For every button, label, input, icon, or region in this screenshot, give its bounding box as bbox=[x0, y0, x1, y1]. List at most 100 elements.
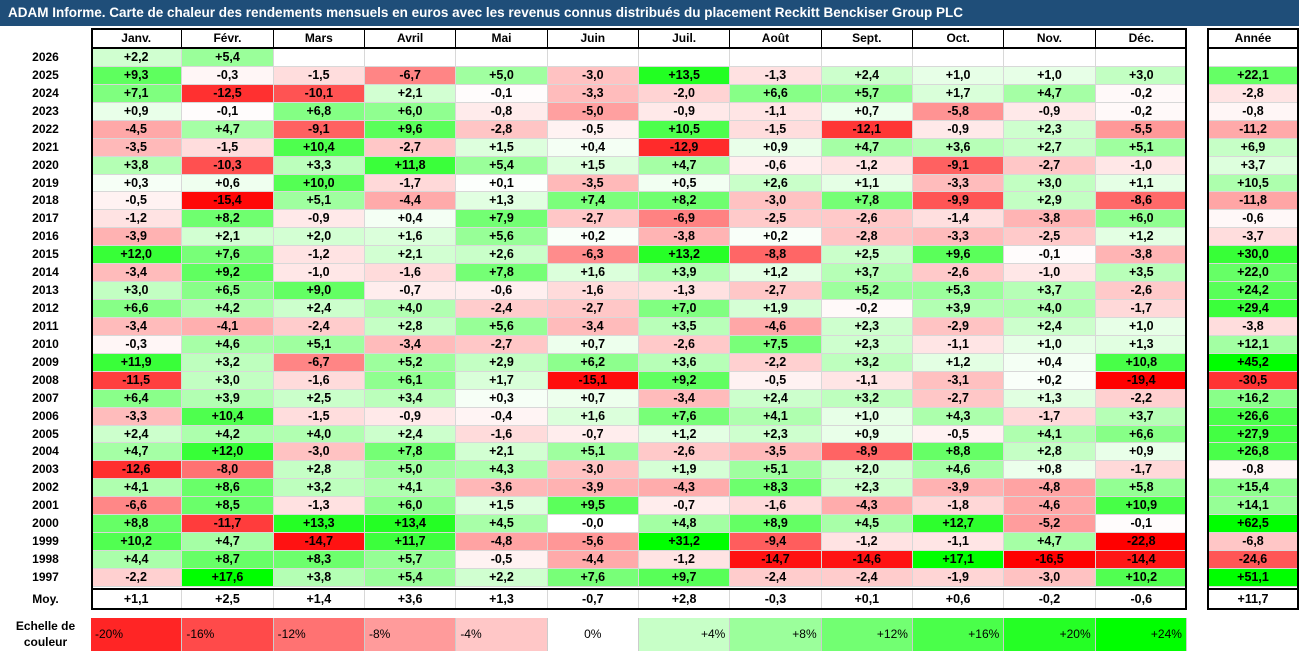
heatmap-cell: +8,2 bbox=[638, 192, 731, 211]
heatmap-cell: -2,6 bbox=[912, 264, 1005, 283]
heatmap-cell: -3,4 bbox=[91, 317, 183, 336]
annual-cell: -0,6 bbox=[1207, 210, 1299, 229]
heatmap-cell: +4,1 bbox=[1004, 425, 1096, 444]
annual-cell: +27,9 bbox=[1207, 425, 1299, 444]
heatmap-cell: -0,5 bbox=[456, 551, 548, 569]
heatmap-cell: +2,3 bbox=[1004, 120, 1096, 139]
heatmap-cell: -1,2 bbox=[821, 533, 913, 552]
annual-cell: +10,5 bbox=[1207, 174, 1299, 193]
heatmap-cell: -0,2 bbox=[1095, 84, 1187, 103]
average-cell: -0,6 bbox=[1095, 589, 1187, 610]
heatmap-cell: +7,4 bbox=[547, 192, 639, 211]
heatmap-cell: -2,4 bbox=[821, 568, 913, 587]
heatmap-cell: -3,9 bbox=[91, 228, 183, 247]
heatmap-cell: -5,0 bbox=[547, 102, 639, 121]
heatmap-cell: +0,3 bbox=[456, 389, 548, 408]
heatmap-cell: +4,2 bbox=[182, 425, 274, 444]
heatmap-cell: -3,5 bbox=[547, 174, 639, 193]
heatmap-cell: +7,8 bbox=[821, 192, 913, 211]
heatmap-cell: +4,1 bbox=[91, 479, 183, 498]
heatmap-cell: -0,3 bbox=[182, 66, 274, 85]
heatmap-cell: +0,2 bbox=[547, 228, 639, 247]
heatmap-cell: -3,3 bbox=[91, 407, 183, 426]
heatmap-cell: -2,6 bbox=[821, 210, 913, 229]
heatmap-cell bbox=[364, 49, 457, 67]
heatmap-cell: +6,6 bbox=[91, 300, 183, 318]
average-cell: -0,7 bbox=[547, 589, 639, 610]
heatmap-cell: +7,8 bbox=[364, 443, 457, 462]
heatmap-cell: +8,9 bbox=[730, 515, 822, 534]
heatmap-cell: -3,5 bbox=[730, 443, 822, 462]
heatmap-cell: -8,0 bbox=[182, 461, 274, 480]
heatmap-cell: +5,2 bbox=[821, 282, 913, 300]
heatmap-cell: +5,8 bbox=[1095, 479, 1187, 498]
heatmap-cell: +10,4 bbox=[182, 407, 274, 426]
heatmap-cell: +8,2 bbox=[182, 210, 274, 229]
year-label: 2002 bbox=[32, 480, 59, 495]
year-label: 2004 bbox=[32, 444, 59, 459]
heatmap-cell: +1,2 bbox=[912, 353, 1005, 372]
heatmap-cell: +11,8 bbox=[364, 156, 457, 175]
heatmap-cell: +3,4 bbox=[364, 389, 457, 408]
heatmap-cell: +3,6 bbox=[912, 138, 1005, 157]
heatmap-cell: -2,7 bbox=[730, 282, 822, 300]
heatmap-cell: -0,1 bbox=[1095, 515, 1187, 534]
year-label: 2003 bbox=[32, 462, 59, 477]
heatmap-cell: +2,8 bbox=[1004, 443, 1096, 462]
heatmap-cell: -0,5 bbox=[547, 120, 639, 139]
heatmap-cell: +4,3 bbox=[456, 461, 548, 480]
heatmap-cell: -2,7 bbox=[456, 335, 548, 354]
heatmap-cell: +1,0 bbox=[821, 407, 913, 426]
heatmap-cell: +4,2 bbox=[182, 300, 274, 318]
heatmap-cell: +9,6 bbox=[912, 246, 1005, 265]
year-label: 1998 bbox=[32, 552, 59, 567]
heatmap-cell: +3,3 bbox=[273, 156, 365, 175]
heatmap-cell: -6,7 bbox=[273, 353, 365, 372]
heatmap-cell: +10,9 bbox=[1095, 497, 1187, 516]
heatmap-cell: +2,3 bbox=[821, 317, 913, 336]
heatmap-cell: +3,0 bbox=[91, 282, 183, 300]
heatmap-cell: +8,5 bbox=[182, 497, 274, 516]
heatmap-cell: +5,4 bbox=[182, 49, 274, 67]
heatmap-cell: +4,7 bbox=[182, 120, 274, 139]
heatmap-cell: +9,5 bbox=[547, 497, 639, 516]
heatmap-cell: -0,1 bbox=[182, 102, 274, 121]
heatmap-cell: -19,4 bbox=[1095, 371, 1187, 390]
heatmap-cell: +2,4 bbox=[273, 300, 365, 318]
heatmap-cell: -3,3 bbox=[547, 84, 639, 103]
heatmap-cell: -3,0 bbox=[273, 443, 365, 462]
heatmap-cell: -0,7 bbox=[364, 282, 457, 300]
average-cell: +0,1 bbox=[821, 589, 913, 610]
annual-cell: +45,2 bbox=[1207, 353, 1299, 372]
year-label: 2024 bbox=[32, 85, 59, 100]
year-label: 2010 bbox=[32, 336, 59, 351]
heatmap-cell: +3,9 bbox=[638, 264, 731, 283]
heatmap-cell: +0,7 bbox=[547, 389, 639, 408]
heatmap-cell: +3,7 bbox=[821, 264, 913, 283]
heatmap-cell: +0,9 bbox=[730, 138, 822, 157]
heatmap-cell: -2,2 bbox=[730, 353, 822, 372]
heatmap-cell: +4,3 bbox=[912, 407, 1005, 426]
heatmap-cell: +7,6 bbox=[182, 246, 274, 265]
heatmap-cell: +9,6 bbox=[364, 120, 457, 139]
heatmap-cell: +5,1 bbox=[547, 443, 639, 462]
heatmap-cell: +0,2 bbox=[1004, 371, 1096, 390]
heatmap-cell: +10,5 bbox=[638, 120, 731, 139]
heatmap-cell: -1,7 bbox=[1095, 300, 1187, 318]
heatmap-cell: -2,7 bbox=[547, 210, 639, 229]
color-scale-stop: -8% bbox=[364, 618, 457, 651]
year-label: 2025 bbox=[32, 67, 59, 82]
annual-cell: -6,8 bbox=[1207, 533, 1299, 552]
annual-cell: +15,4 bbox=[1207, 479, 1299, 498]
heatmap-cell: +11,7 bbox=[364, 533, 457, 552]
heatmap-cell bbox=[456, 49, 548, 67]
heatmap-cell: +8,8 bbox=[91, 515, 183, 534]
heatmap-cell: +2,6 bbox=[730, 174, 822, 193]
heatmap-cell: +8,8 bbox=[912, 443, 1005, 462]
heatmap-cell: +2,1 bbox=[364, 246, 457, 265]
heatmap-cell: -1,0 bbox=[1004, 264, 1096, 283]
heatmap-cell: -1,7 bbox=[1004, 407, 1096, 426]
heatmap-cell: -8,9 bbox=[821, 443, 913, 462]
color-scale-label-line1: Echelle de bbox=[15, 619, 76, 633]
heatmap-cell: -2,9 bbox=[912, 317, 1005, 336]
